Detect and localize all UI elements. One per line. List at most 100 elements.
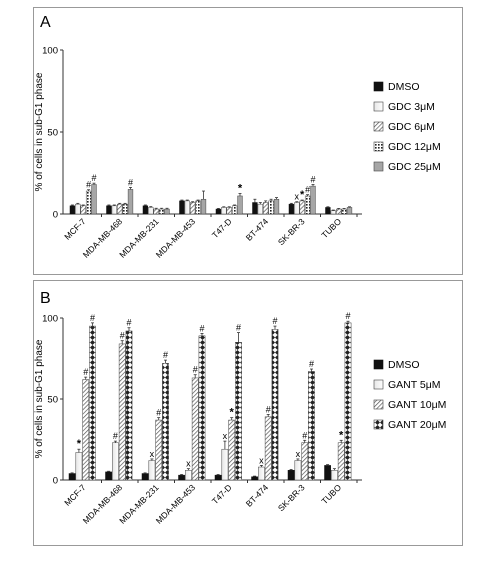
chartb-marker-6-3: # [309,359,314,369]
chartb-bar-4-0 [214,474,222,481]
charta-ytick-label-1: 50 [47,128,58,139]
chartb-bar-7-1 [331,470,338,481]
chartb-marker-0-1: * [77,438,82,450]
charta-legend-label-2: GDC 6μM [388,121,435,133]
charta-bar-7-4 [346,207,353,215]
chartb-bar-1-1 [112,442,119,481]
chartb-bar-3-0 [178,474,185,481]
charta-category-label-5: BT-474 [244,216,271,243]
chartb-category-label-7: TUBO [319,482,343,506]
chartb-marker-2-3: # [163,350,168,360]
charta-bar-0-4 [91,184,97,215]
chartb-bar-0-0 [68,473,76,481]
chartb-marker-0-3: # [90,313,95,323]
chartb-bar-4-1 [221,448,229,481]
charta-legend-swatch-4 [373,161,384,172]
chartb-bar-4-2 [228,419,236,481]
chartb-category-label-3: MDA-MB-453 [154,482,198,526]
chartb-bar-2-1 [148,460,156,481]
chartb-bar-2-2 [155,419,163,481]
chartb-bar-5-1 [258,466,265,481]
chart-panel-b [33,280,463,546]
charta-marker-6-3: # [305,185,310,195]
charta-bar-5-2 [263,202,269,215]
chart-panel-a [33,7,463,275]
charta-bar-1-3 [122,203,128,215]
charta-bar-4-3 [231,205,238,215]
charta-bar-3-1 [184,200,190,215]
chartb-marker-4-3: # [236,323,241,333]
charta-category-label-6: SK-BR-3 [276,216,307,247]
chartb-marker-3-3: # [199,323,204,333]
chartb-bar-2-3 [162,363,169,481]
chartb-marker-7-2: * [339,429,344,441]
chartb-legend-label-0: DMSO [388,359,420,371]
chartb-legend-swatch-2 [373,399,384,410]
charta-legend-label-4: GDC 25μM [388,161,441,173]
charta-bar-3-3 [195,200,201,215]
chartb-bar-3-1 [185,470,192,481]
charta-bar-5-0 [252,202,258,215]
charta-y-title: % of cells in sub-G1 phase [34,72,45,191]
charta-legend-label-1: GDC 3μM [388,101,435,113]
charta-ytick-label-2: 100 [42,46,58,57]
chartb-legend-swatch-0 [373,359,384,370]
charta-bar-6-2 [299,200,305,215]
charta-bar-2-1 [148,207,154,215]
chartb-marker-2-1: x [150,449,155,459]
chartb-legend-label-1: GANT 5μM [388,379,441,391]
chartb-legend-label-3: GANT 20μM [388,419,446,431]
chartb-marker-5-2: # [266,404,271,414]
charta-bar-0-0 [69,205,76,215]
charta-bar-4-1 [221,207,227,215]
charta-marker-0-4: # [91,173,96,183]
chartb-bar-3-2 [191,377,199,481]
chartb-marker-3-2: # [193,365,198,375]
charta-bar-7-3 [341,208,347,215]
chartb-bar-3-3 [198,335,206,481]
chartb-marker-5-1: x [259,455,264,465]
chartb-category-label-0: MCF-7 [62,482,88,508]
charta-legend-swatch-1 [373,101,384,112]
charta-bar-3-0 [179,200,185,215]
charta-bar-2-3 [158,208,165,215]
charta-marker-6-2: * [300,189,305,201]
chartb-bar-7-0 [324,465,331,481]
chartb-marker-1-3: # [126,318,131,328]
chartb-marker-3-1: x [186,459,191,469]
charta-legend-swatch-3 [373,141,384,152]
charta-category-label-4: T47-D [210,216,234,240]
charta-legend-label-3: GDC 12μM [388,141,441,153]
chartb-legend-swatch-3 [373,419,384,430]
charta-bar-0-2 [80,205,86,215]
charta-bar-1-2 [117,203,123,215]
charta-bar-0-1 [75,203,81,215]
charta-bar-1-0 [106,205,112,215]
charta-bar-4-2 [226,207,232,215]
charta-marker-0-3: # [86,180,91,190]
charta-bar-6-3 [304,195,311,215]
charta-bar-5-1 [257,203,263,215]
charta-bar-7-0 [325,207,331,215]
chartb-bar-7-2 [337,442,345,481]
charta-legend-swatch-2 [373,121,384,132]
chartb-marker-0-2: # [83,367,88,377]
charta-bar-4-0 [215,208,222,215]
charta-marker-4-4: * [238,183,243,195]
chartb-legend-swatch-1 [373,379,384,390]
chartb-y-title: % of cells in sub-G1 phase [34,339,45,458]
chartb-bar-1-2 [118,343,126,481]
charta-ytick-label-0: 0 [53,210,58,221]
chartb-marker-7-3: # [345,311,350,321]
charta-bar-2-0 [142,205,149,215]
charta-category-label-7: TUBO [319,216,343,240]
chartb-bar-6-3 [308,371,315,481]
chartb-marker-5-3: # [272,316,277,326]
chartb-category-label-4: T47-D [210,482,234,506]
charta-bar-3-2 [190,202,196,215]
charta-category-label-3: MDA-MB-453 [154,216,198,260]
charta-category-label-0: MCF-7 [62,216,88,242]
chartb-bar-6-2 [301,442,309,481]
charta-marker-6-4: # [310,174,315,184]
